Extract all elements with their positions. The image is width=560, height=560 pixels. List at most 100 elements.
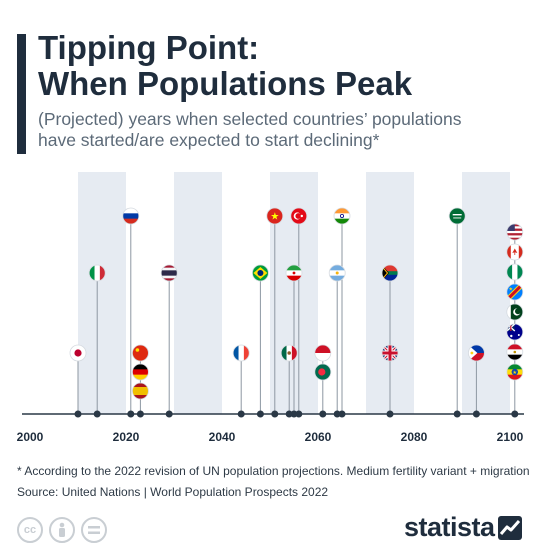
flag-outline	[506, 243, 524, 261]
flag-outline	[506, 223, 524, 241]
statista-logo[interactable]: statista	[404, 512, 522, 543]
subtitle-line-2: have started/are expected to start decli…	[38, 130, 380, 150]
nigeria-flag-icon	[506, 264, 523, 280]
spain-flag-icon	[132, 383, 149, 399]
flag-outline	[506, 343, 524, 361]
title-line-1: Tipping Point:	[38, 29, 260, 66]
svg-text:★: ★	[513, 370, 518, 376]
thailand-flag-icon	[161, 265, 178, 281]
flag-outline	[285, 264, 303, 282]
title-line-2: When Populations Peak	[38, 65, 413, 102]
axis-node	[338, 410, 346, 418]
source-line: Source: United Nations | World Populatio…	[17, 485, 329, 499]
chart-title: Tipping Point: When Populations Peak	[38, 30, 412, 102]
flag-outline	[381, 264, 399, 282]
flag-outline	[232, 344, 250, 362]
x-tick-label: 2060	[305, 430, 332, 444]
france-flag-icon	[233, 345, 250, 361]
brand-wordmark: statista	[404, 512, 495, 542]
bangladesh-flag-icon	[314, 364, 331, 380]
saudi-arabia-flag-icon	[449, 208, 466, 224]
axis-node	[511, 410, 519, 418]
egypt-flag-icon	[506, 344, 523, 360]
flag-outline	[314, 363, 332, 381]
flag-outline	[266, 207, 284, 225]
south-africa-flag-icon	[382, 265, 398, 281]
chart-subtitle: (Projected) years when selected countrie…	[38, 109, 548, 151]
flag-outline	[122, 207, 140, 225]
axis-node	[295, 410, 303, 418]
axis-node	[127, 410, 135, 418]
flag-outline	[251, 264, 269, 282]
uk-flag-icon	[382, 345, 398, 361]
turkey-flag-icon	[290, 208, 307, 224]
pakistan-flag-icon	[506, 304, 523, 320]
x-tick-label: 2040	[209, 430, 236, 444]
flag-outline	[506, 363, 524, 381]
brazil-flag-icon	[252, 265, 269, 281]
svg-text:★: ★	[270, 212, 279, 223]
axis-node	[237, 410, 245, 418]
axis-node	[319, 410, 327, 418]
iran-flag-icon	[286, 265, 302, 281]
australia-flag-icon	[506, 324, 523, 340]
stems	[77, 216, 516, 414]
license-icons: cc	[17, 517, 107, 543]
flag-outline	[506, 303, 524, 321]
axis-node	[271, 410, 279, 418]
argentina-flag-icon	[329, 265, 346, 281]
ethiopia-flag-icon: ★	[506, 364, 523, 380]
subtitle-line-1: (Projected) years when selected countrie…	[38, 109, 462, 129]
flag-outline	[314, 344, 332, 362]
flag-outline	[333, 207, 351, 225]
flag-outline	[506, 263, 524, 281]
dr-congo-flag-icon: ★	[506, 284, 523, 300]
flag-outline	[69, 344, 87, 362]
decade-band	[78, 172, 126, 414]
flag-outline	[467, 344, 485, 362]
flag-outline	[131, 382, 149, 400]
axis-node	[386, 410, 394, 418]
creative-commons-icon[interactable]: cc	[17, 517, 43, 543]
flag-outline	[448, 207, 466, 225]
germany-flag-icon	[132, 364, 149, 380]
flag-outline	[160, 264, 178, 282]
axis-node	[74, 410, 82, 418]
axis-node	[285, 410, 293, 418]
decade-band	[462, 172, 510, 414]
mexico-flag-icon	[281, 345, 298, 361]
axis-node	[453, 410, 461, 418]
axis-node	[333, 410, 341, 418]
india-flag-icon	[334, 208, 350, 224]
axis-node	[165, 410, 173, 418]
statista-mark-icon	[497, 515, 522, 540]
svg-text:★: ★	[509, 287, 514, 293]
flag-outline	[328, 264, 346, 282]
flag-outline	[131, 344, 149, 362]
flag-outline	[506, 323, 524, 341]
flag-outline	[131, 363, 149, 381]
vietnam-flag-icon: ★	[266, 208, 283, 224]
axis-nodes	[74, 410, 519, 418]
title-accent-bar	[17, 34, 26, 154]
indonesia-flag-icon	[314, 345, 331, 361]
footnote: * According to the 2022 revision of UN p…	[17, 464, 530, 478]
china-flag-icon	[132, 345, 149, 361]
attribution-icon[interactable]	[49, 517, 75, 543]
philippines-flag-icon	[468, 345, 485, 361]
x-tick-label: 2000	[17, 430, 44, 444]
japan-flag-icon	[70, 345, 86, 361]
x-tick-label: 2020	[113, 430, 140, 444]
axis-node	[136, 410, 144, 418]
canada-flag-icon	[506, 244, 523, 260]
usa-flag-icon	[506, 224, 523, 240]
x-tick-label: 2100	[497, 430, 524, 444]
italy-flag-icon	[89, 265, 106, 281]
flags: ★ ★ ★	[69, 207, 524, 400]
decade-band	[174, 172, 222, 414]
no-derivatives-icon[interactable]	[81, 517, 107, 543]
flag-outline	[381, 344, 399, 362]
flag-outline	[88, 264, 106, 282]
russia-flag-icon	[122, 208, 139, 224]
